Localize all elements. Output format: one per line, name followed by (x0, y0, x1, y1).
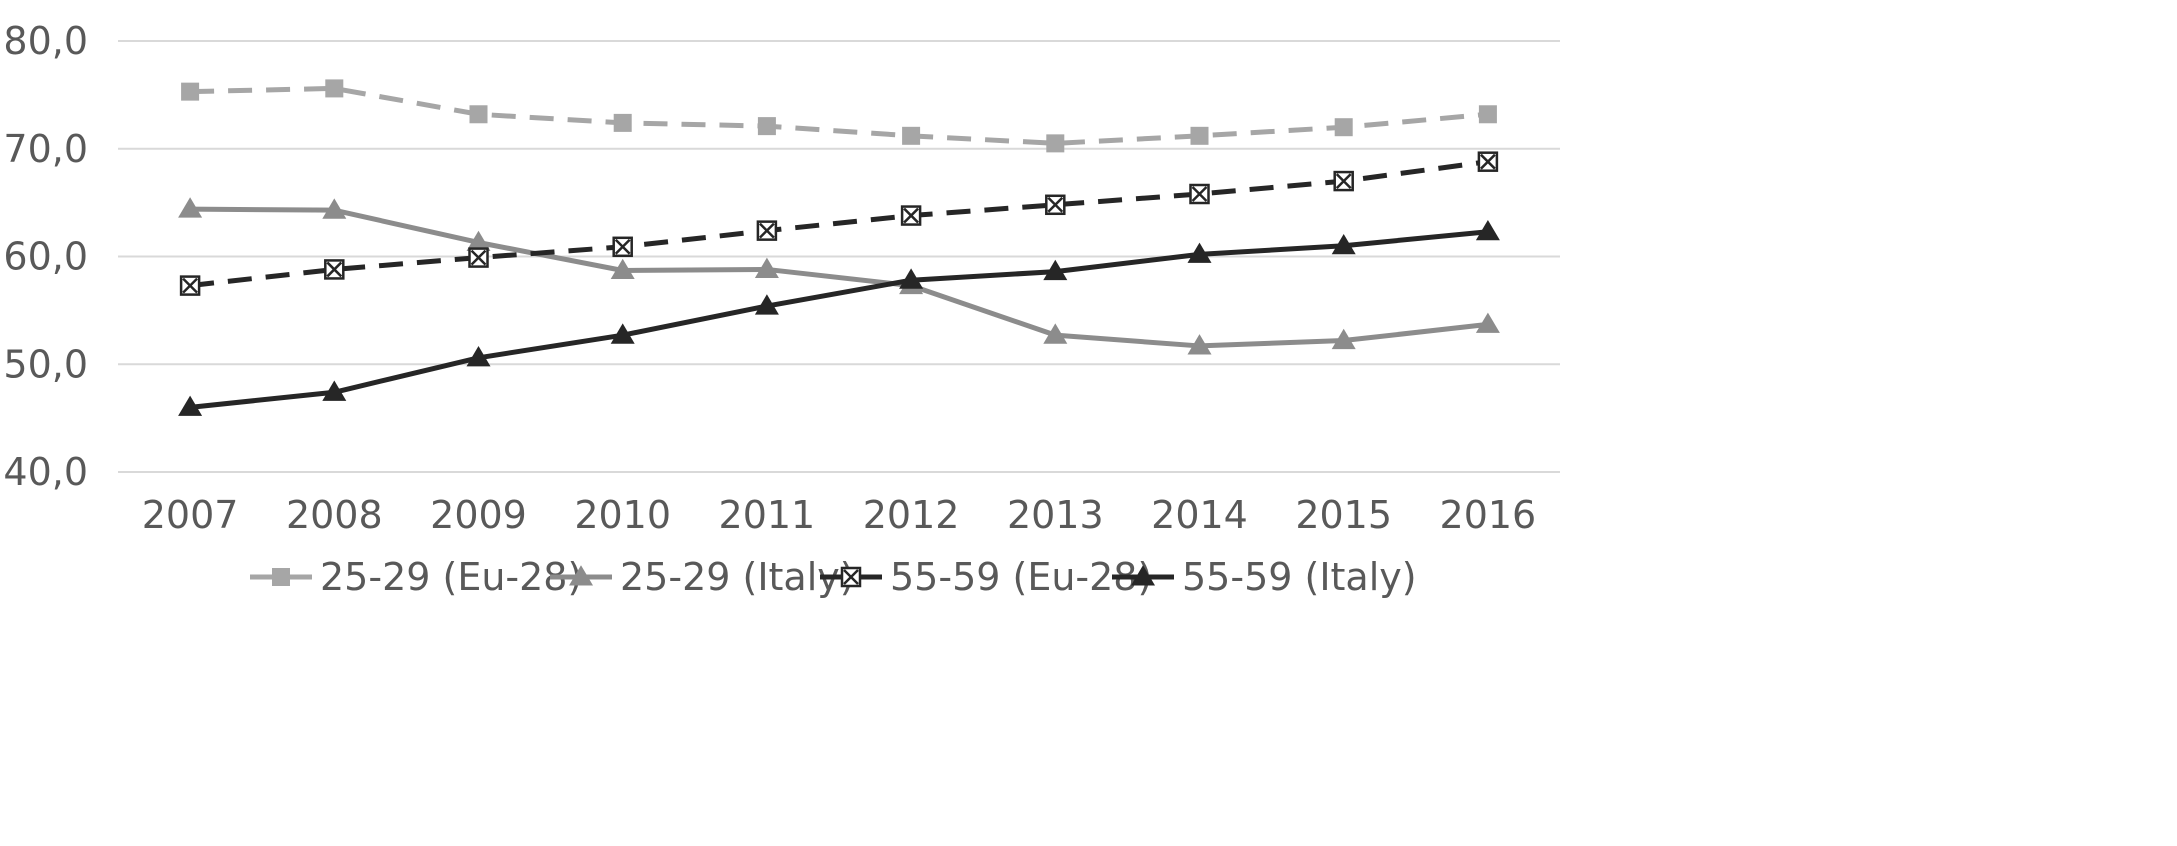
x-tick-label: 2008 (286, 493, 383, 537)
data-point-marker (1331, 328, 1356, 350)
legend: 25-29 (Eu-28) 25-29 (Italy) 55-59 (Eu-28) 5… (250, 555, 1417, 599)
y-tick-label: 80,0 (3, 19, 88, 63)
legend-label: 25-29 (Italy) (620, 555, 855, 599)
x-tick-label: 2011 (719, 493, 816, 537)
series-3 (179, 151, 1499, 296)
data-point-marker (324, 259, 345, 280)
series-1 (181, 79, 1497, 153)
series-4 (178, 219, 1500, 416)
data-point-marker (322, 198, 347, 219)
x-axis-tick-labels: 2007 2008 2009 2010 2011 2012 2013 2014 2015 2016 (142, 493, 1537, 537)
data-point-marker (1333, 170, 1354, 192)
legend-label: 25-29 (Eu-28) (320, 555, 582, 599)
data-point-marker (1475, 312, 1500, 333)
data-point-marker (322, 380, 347, 401)
data-point-marker (1187, 334, 1212, 355)
data-point-marker (178, 395, 203, 416)
y-tick-label: 40,0 (3, 450, 88, 494)
data-point-marker (610, 258, 635, 280)
data-point-marker (900, 205, 922, 226)
data-point-marker (1043, 323, 1068, 344)
data-point-marker (178, 197, 203, 218)
series-lines (178, 79, 1500, 416)
series-line (190, 85, 1489, 146)
data-point-marker (613, 113, 632, 132)
x-tick-label: 2012 (863, 493, 960, 537)
data-point-marker (468, 247, 489, 268)
data-point-marker (1477, 151, 1499, 172)
x-tick-label: 2009 (430, 493, 527, 537)
series-line (189, 229, 1489, 410)
series-line (190, 206, 1489, 349)
data-point-marker (840, 566, 862, 588)
y-tick-label: 70,0 (3, 127, 88, 171)
data-point-marker (1189, 183, 1210, 205)
data-point-marker (272, 568, 290, 586)
y-tick-label: 50,0 (3, 342, 88, 386)
data-point-marker (754, 257, 779, 278)
x-tick-label: 2010 (574, 493, 671, 537)
data-point-marker (1187, 242, 1212, 263)
x-tick-label: 2007 (142, 493, 239, 537)
data-point-marker (466, 346, 491, 367)
data-point-marker (325, 79, 344, 98)
data-point-marker (179, 275, 201, 296)
data-point-marker (1478, 105, 1497, 124)
data-point-marker (466, 230, 491, 252)
legend-item: 55-59 (Eu-28) (820, 555, 1152, 599)
x-tick-label: 2013 (1007, 493, 1104, 537)
data-point-marker (1190, 126, 1209, 145)
legend-label: 55-59 (Italy) (1182, 555, 1417, 599)
series-line (189, 159, 1489, 289)
x-tick-label: 2014 (1151, 493, 1248, 537)
legend-item: 25-29 (Italy) (550, 555, 855, 599)
legend-item: 25-29 (Eu-28) (250, 555, 582, 599)
data-point-marker (754, 294, 779, 315)
data-point-marker (902, 126, 921, 145)
data-point-marker (1331, 233, 1356, 255)
data-point-marker (1043, 259, 1068, 281)
data-point-marker (756, 220, 778, 241)
x-tick-label: 2016 (1440, 493, 1537, 537)
x-tick-label: 2015 (1295, 493, 1392, 537)
data-point-marker (1131, 565, 1155, 586)
gridlines (118, 40, 1560, 473)
data-point-marker (469, 105, 488, 124)
data-point-marker (757, 117, 776, 136)
data-point-marker (610, 323, 635, 344)
legend-label: 55-59 (Eu-28) (890, 555, 1152, 599)
data-point-marker (569, 565, 593, 586)
data-point-marker (1046, 134, 1065, 153)
data-point-marker (1475, 219, 1500, 241)
data-point-marker (612, 236, 633, 258)
legend-item: 55-59 (Italy) (1112, 555, 1417, 599)
data-point-marker (1045, 194, 1066, 216)
data-point-marker (899, 268, 924, 289)
y-axis-tick-labels: 40,0 50,0 60,0 70,0 80,0 (3, 19, 88, 494)
y-tick-label: 60,0 (3, 235, 88, 279)
data-point-marker (1334, 118, 1353, 137)
data-point-marker (181, 82, 200, 101)
